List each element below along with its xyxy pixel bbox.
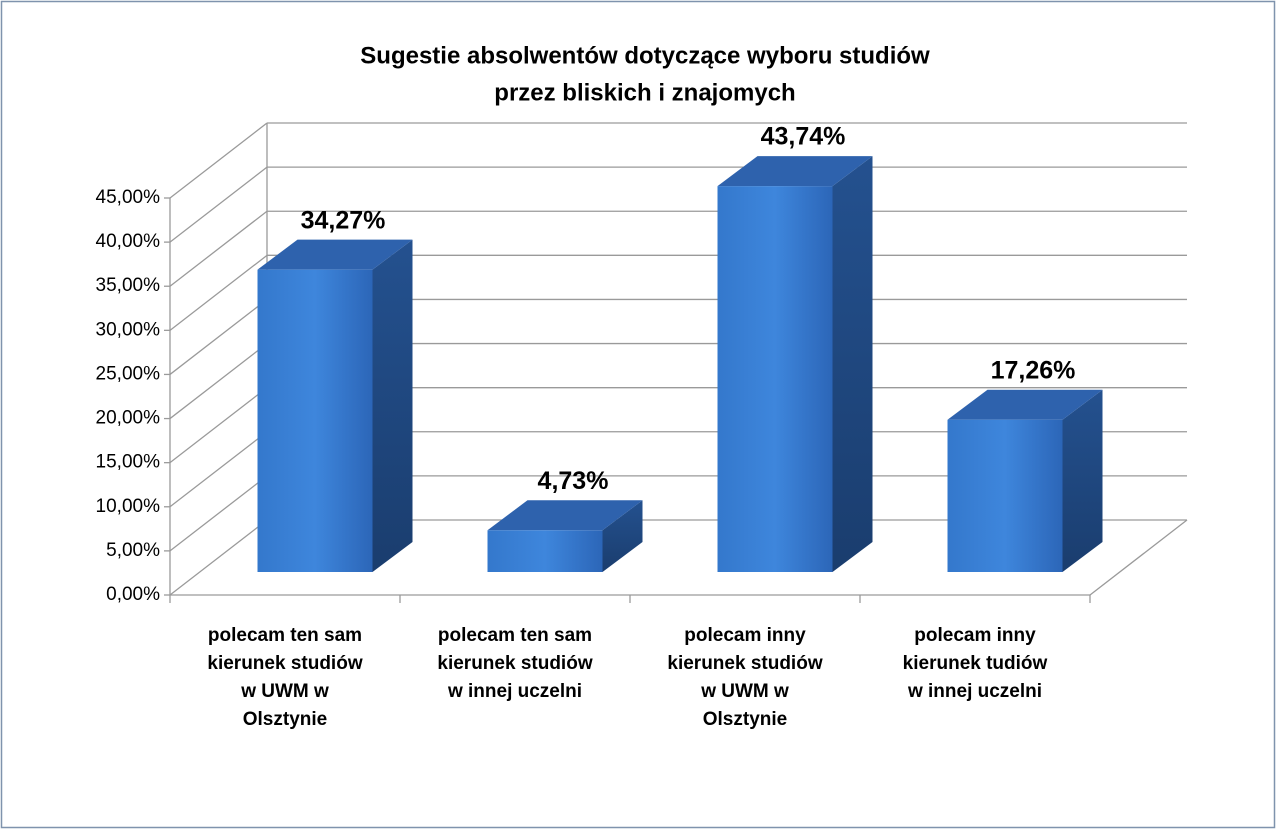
x-tick-label: polecam inny xyxy=(684,625,806,646)
y-tick-label: 15,00% xyxy=(96,452,161,473)
y-tick-label: 20,00% xyxy=(96,408,161,429)
side-grid-line xyxy=(169,210,268,287)
y-tick-label: 35,00% xyxy=(96,275,161,296)
x-tick-label: polecam ten sam xyxy=(208,625,362,646)
y-tick-label: 10,00% xyxy=(96,496,161,517)
side-grid-line xyxy=(169,343,268,420)
side-grid-line xyxy=(169,519,268,596)
y-tick-label: 0,00% xyxy=(106,584,160,605)
bar xyxy=(947,419,1063,572)
x-tick-label: kierunek studiów xyxy=(667,653,822,674)
bar-top xyxy=(487,500,643,531)
x-tick-label: kierunek tudiów xyxy=(903,653,1048,674)
value-label: 34,27% xyxy=(301,206,386,234)
chart-title: przez bliskich i znajomych xyxy=(494,79,795,106)
y-tick-label: 25,00% xyxy=(96,363,161,384)
bar-side xyxy=(372,239,413,572)
x-tick-label: Olsztynie xyxy=(703,709,787,730)
bar-side xyxy=(602,500,643,572)
x-tick-label: kierunek studiów xyxy=(207,653,362,674)
side-grid-line xyxy=(169,387,268,464)
bar-top xyxy=(947,389,1103,420)
side-grid-line xyxy=(169,122,268,199)
bar-top xyxy=(717,156,873,187)
y-tick-label: 30,00% xyxy=(96,319,161,340)
x-tick-label: w UWM w xyxy=(700,681,789,702)
bar-top xyxy=(257,239,413,270)
value-label: 17,26% xyxy=(991,356,1076,384)
side-grid-line xyxy=(169,254,268,331)
chart-title: Sugestie absolwentów dotyczące wyboru st… xyxy=(360,42,930,69)
side-grid-line xyxy=(169,298,268,375)
bar xyxy=(487,530,603,572)
floor-edge xyxy=(1089,519,1188,596)
side-grid-line xyxy=(169,166,268,243)
y-tick-label: 45,00% xyxy=(96,187,161,208)
x-tick-label: Olsztynie xyxy=(243,709,327,730)
x-tick-label: kierunek studiów xyxy=(437,653,592,674)
side-grid-line xyxy=(169,475,268,552)
y-tick-label: 40,00% xyxy=(96,231,161,252)
bar xyxy=(257,269,373,572)
bar-side xyxy=(832,156,873,572)
y-tick-label: 5,00% xyxy=(106,540,160,561)
x-tick-label: w innej uczelni xyxy=(447,681,582,702)
value-label: 43,74% xyxy=(761,123,846,151)
value-label: 4,73% xyxy=(538,467,609,495)
x-tick-label: w innej uczelni xyxy=(907,681,1042,702)
x-tick-label: w UWM w xyxy=(240,681,329,702)
x-tick-label: polecam inny xyxy=(914,625,1036,646)
x-tick-label: polecam ten sam xyxy=(438,625,592,646)
bar-side xyxy=(1062,389,1103,572)
bar xyxy=(717,186,833,572)
side-grid-line xyxy=(169,431,268,508)
